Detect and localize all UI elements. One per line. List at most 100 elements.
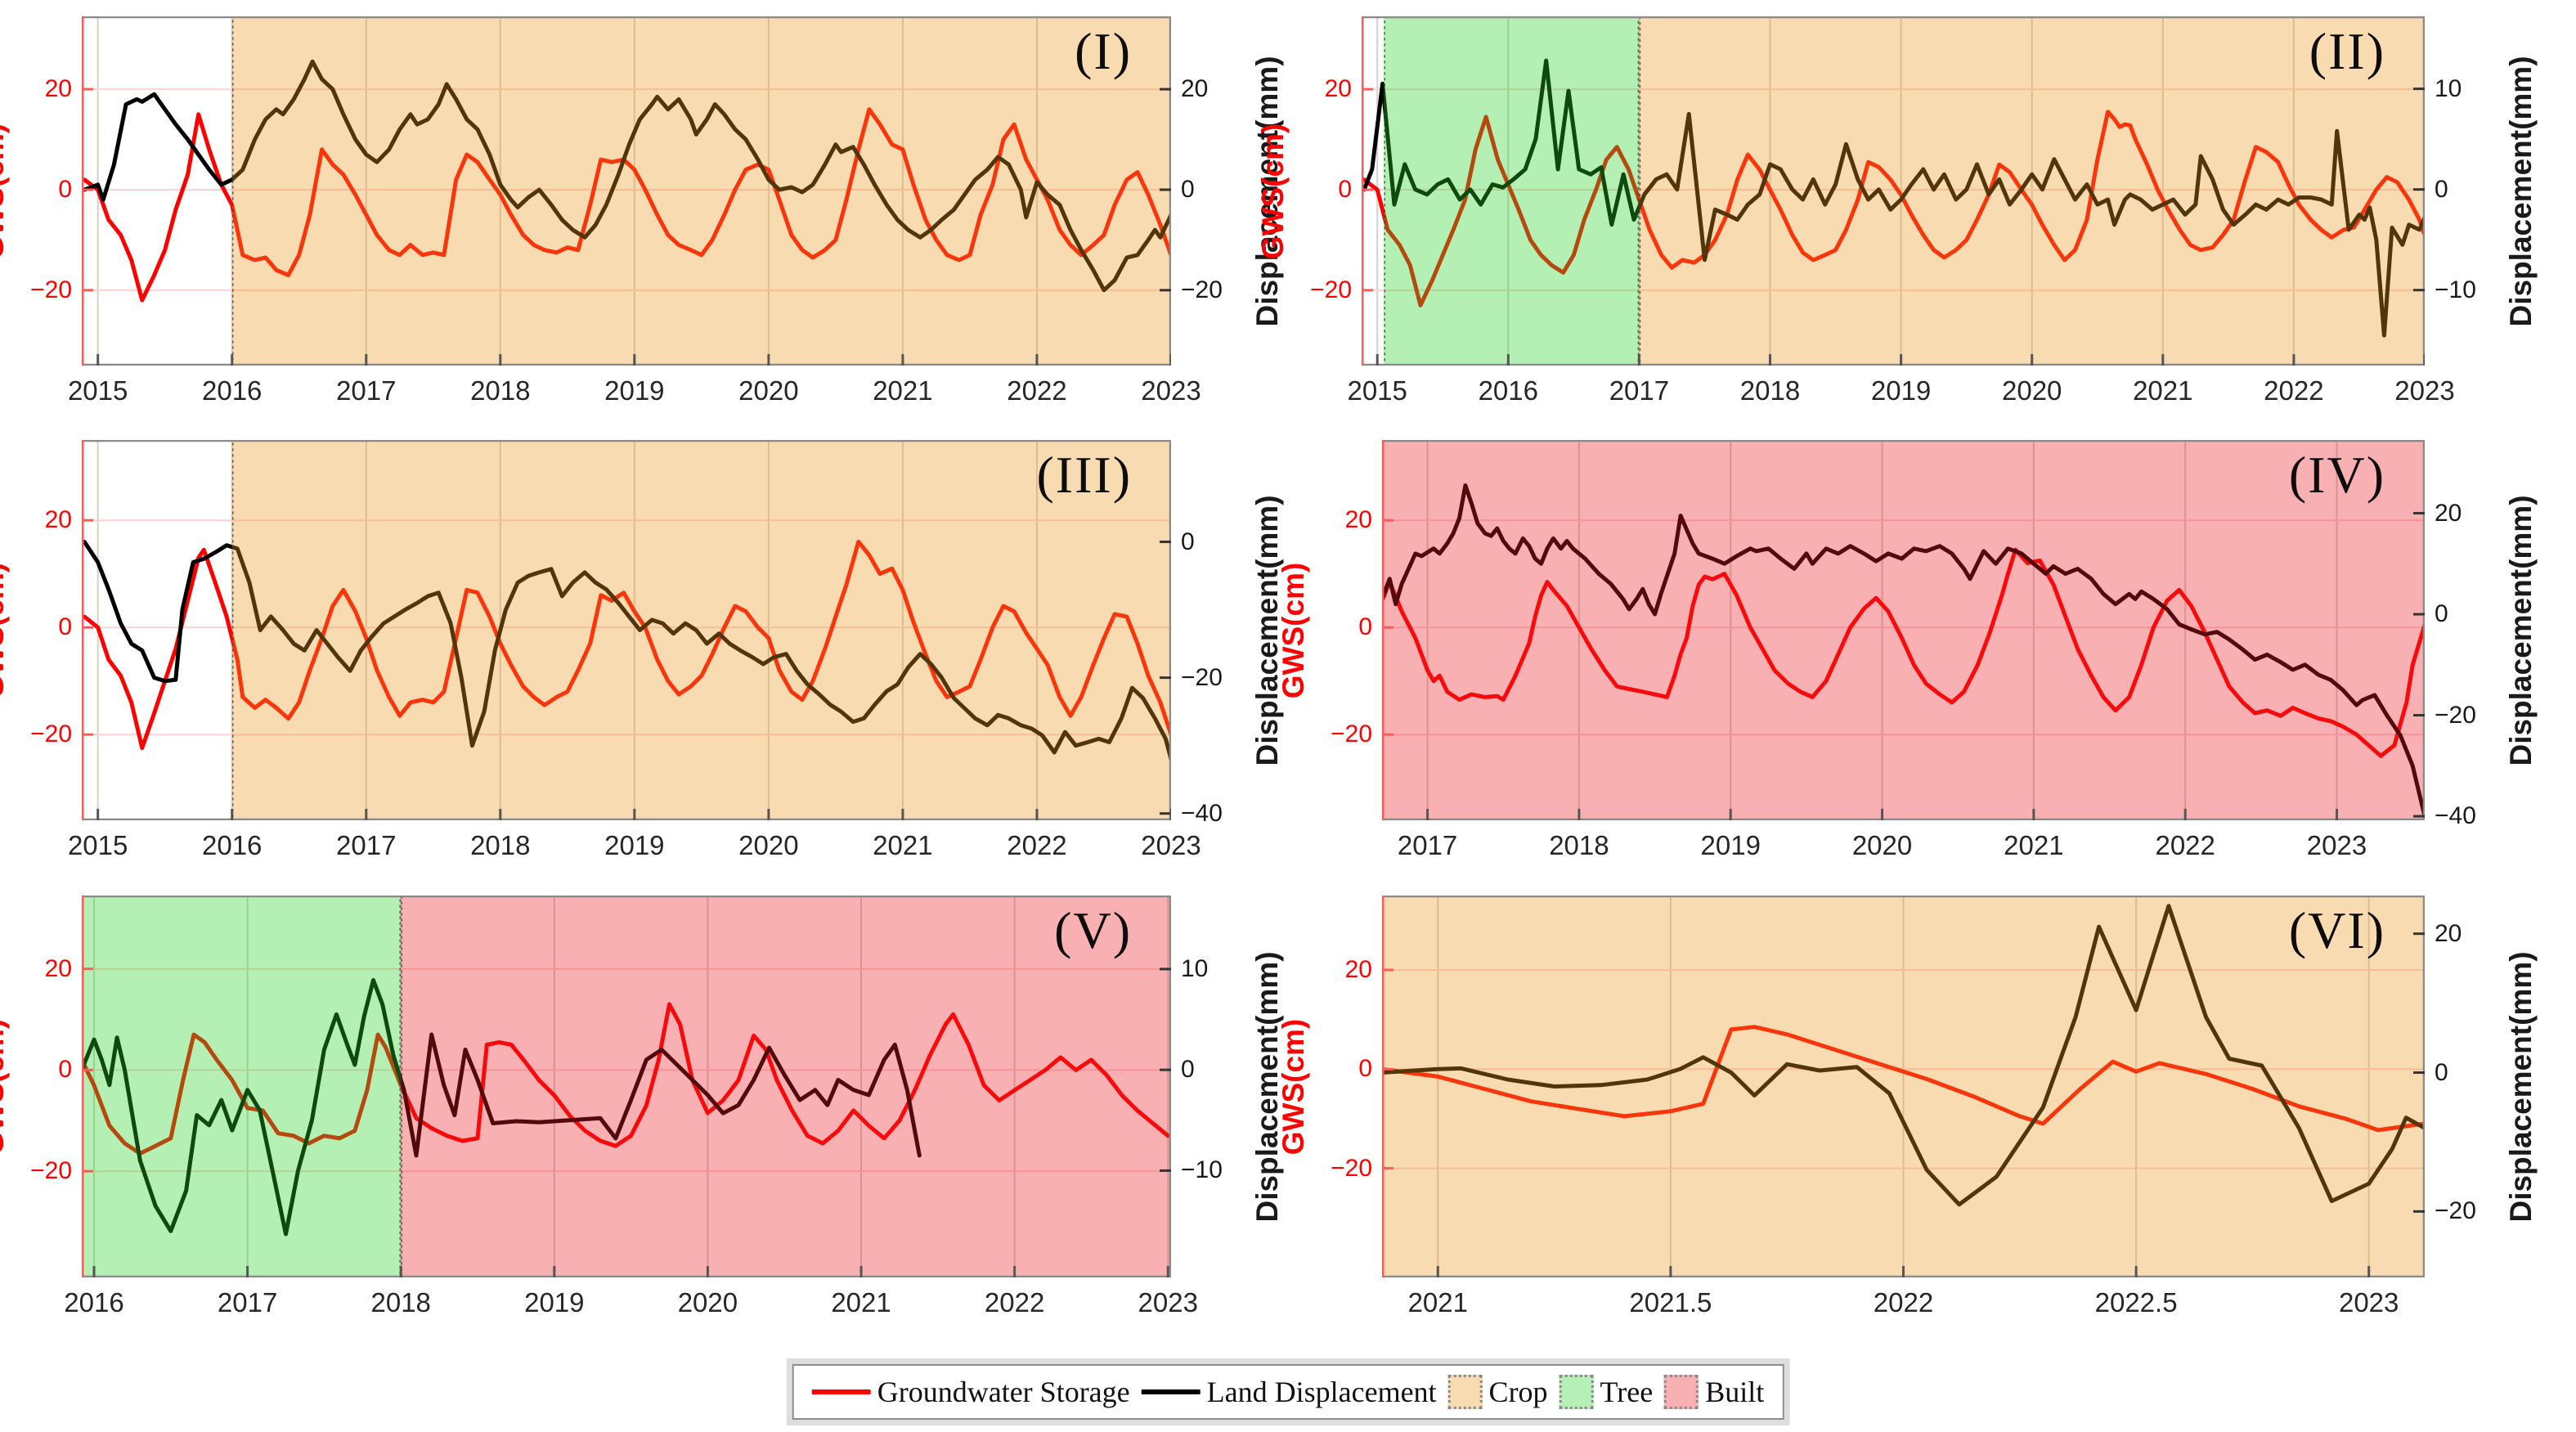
panel-I-x-tick: 2015 bbox=[67, 375, 128, 406]
panel-V-right-tick: −10 bbox=[1181, 1156, 1223, 1184]
panel-VI-x-tick: 2023 bbox=[2338, 1287, 2399, 1318]
panel-III-right-tick: −20 bbox=[1181, 663, 1223, 691]
panel-IV-title: (IV) bbox=[2288, 446, 2385, 504]
panel-V-plot bbox=[82, 896, 1171, 1277]
panel-III-x-tick: 2021 bbox=[873, 830, 933, 860]
legend-label-tree: Tree bbox=[1600, 1376, 1654, 1408]
panel-II-x-tick: 2023 bbox=[2394, 375, 2455, 406]
panel-III-x-tick: 2020 bbox=[738, 830, 799, 860]
panel-IV-x-tick: 2019 bbox=[1700, 830, 1761, 860]
panel-V-x-tick: 2017 bbox=[217, 1287, 278, 1318]
panel-V-x-tick: 2022 bbox=[984, 1287, 1045, 1318]
panel-II-left-tick: 20 bbox=[1324, 75, 1352, 103]
panel-VI-displacement-line bbox=[1382, 904, 2425, 1207]
panel-V-x-tick: 2020 bbox=[677, 1287, 738, 1318]
panel-IV-plot bbox=[1382, 440, 2425, 820]
panel-VI-title: (VI) bbox=[2288, 901, 2385, 959]
panel-II-displacement-line bbox=[1362, 58, 2425, 338]
panel-III-x-tick: 2018 bbox=[470, 830, 531, 860]
panel-VI-gws-axis-label: GWS(cm) bbox=[1277, 1018, 1310, 1155]
panel-I-left-tick: 20 bbox=[44, 75, 72, 103]
panel-VI-left-tick: 20 bbox=[1344, 955, 1372, 983]
panel-IV-left-tick: 20 bbox=[1344, 506, 1372, 534]
panel-III-right-tick: 0 bbox=[1181, 527, 1195, 555]
panel-I-x-tick: 2023 bbox=[1141, 375, 1201, 406]
panel-I-gws-line bbox=[82, 107, 1171, 303]
panel-II-title: (II) bbox=[2309, 22, 2385, 80]
legend-item-groundwater-storage: Groundwater Storage bbox=[811, 1375, 1130, 1409]
panel-III-x-tick: 2017 bbox=[336, 830, 397, 860]
panel-IV-x-tick: 2023 bbox=[2306, 830, 2367, 860]
panel-III-displacement-line bbox=[82, 540, 1171, 761]
panel-V-left-tick: 0 bbox=[58, 1056, 72, 1084]
panel-III-title: (III) bbox=[1036, 446, 1132, 504]
panel-I-x-tick: 2018 bbox=[470, 375, 531, 406]
panel-I-right-tick: 0 bbox=[1181, 175, 1195, 203]
panel-II-x-tick: 2017 bbox=[1609, 375, 1670, 406]
panel-II-left-tick: −20 bbox=[1310, 276, 1352, 303]
panel-III-x-tick: 2022 bbox=[1007, 830, 1067, 860]
panel-VI-x-tick: 2022.5 bbox=[2094, 1287, 2178, 1318]
panel-VI-x-tick: 2021.5 bbox=[1629, 1287, 1712, 1318]
panel-I-x-tick: 2016 bbox=[202, 375, 263, 406]
panel-V-x-tick: 2019 bbox=[524, 1287, 585, 1318]
panel-III-left-tick: −20 bbox=[30, 720, 72, 748]
panel-IV-x-tick: 2020 bbox=[1851, 830, 1913, 860]
panel-VI-left-tick: 0 bbox=[1358, 1055, 1372, 1083]
panel-I-title: (I) bbox=[1075, 22, 1132, 80]
panel-V-right-tick: 10 bbox=[1181, 954, 1209, 982]
panel-II-x-tick: 2021 bbox=[2133, 375, 2193, 406]
panel-III-right-tick: −40 bbox=[1181, 799, 1223, 827]
panel-III-x-tick: 2019 bbox=[604, 830, 665, 860]
panel-IV-left-tick: −20 bbox=[1331, 720, 1372, 748]
panel-V-displacement-line bbox=[82, 978, 922, 1237]
panel-III-left-tick: 20 bbox=[44, 506, 72, 534]
panel-IV-x-tick: 2022 bbox=[2155, 830, 2215, 860]
panel-II-right-tick: 0 bbox=[2435, 175, 2448, 203]
panel-II-x-tick: 2019 bbox=[1870, 375, 1932, 406]
panel-I-plot bbox=[82, 16, 1171, 366]
panel-VI-right-tick: 0 bbox=[2435, 1058, 2448, 1086]
panel-I-right-tick: 20 bbox=[1181, 75, 1209, 103]
legend-label-built: Built bbox=[1705, 1376, 1765, 1408]
panel-V-title: (V) bbox=[1054, 901, 1132, 959]
legend-item-land-displacement: Land Displacement bbox=[1141, 1375, 1437, 1409]
panel-VI-right-tick: 20 bbox=[2435, 919, 2462, 947]
panel-II-x-tick: 2015 bbox=[1347, 375, 1407, 406]
panel-V-left-tick: −20 bbox=[30, 1157, 72, 1185]
panel-I-displacement-line bbox=[82, 59, 1171, 293]
panel-II-left-tick: 0 bbox=[1338, 175, 1352, 203]
panel-I-right-tick: −20 bbox=[1181, 276, 1223, 303]
panel-III-x-tick: 2023 bbox=[1141, 830, 1201, 860]
panel-VI-x-tick: 2022 bbox=[1873, 1287, 1934, 1318]
panel-VI-gws-line bbox=[1382, 1025, 2425, 1133]
panel-IV-x-tick: 2021 bbox=[2004, 830, 2064, 860]
panel-I-x-tick: 2022 bbox=[1007, 375, 1067, 406]
panel-II-gws-line bbox=[1362, 110, 2425, 307]
panel-V-x-tick: 2021 bbox=[831, 1287, 891, 1318]
panel-V-x-tick: 2018 bbox=[370, 1287, 431, 1318]
panel-IV-right-tick: 0 bbox=[2435, 600, 2448, 628]
panel-II-x-tick: 2022 bbox=[2264, 375, 2324, 406]
gws-line-sample-icon bbox=[811, 1389, 871, 1394]
panel-IV-displacement-line bbox=[1382, 483, 2425, 819]
legend: Groundwater Storage Land Displacement Cr… bbox=[792, 1364, 1784, 1420]
panel-V-x-tick: 2016 bbox=[64, 1287, 124, 1318]
panel-II-x-tick: 2020 bbox=[2001, 375, 2062, 406]
panel-II-right-tick: 10 bbox=[2435, 74, 2462, 102]
panel-VI-x-tick: 2021 bbox=[1407, 1287, 1468, 1318]
panel-I-x-tick: 2017 bbox=[336, 375, 397, 406]
panel-IV-right-tick: 20 bbox=[2435, 499, 2462, 527]
legend-label-groundwater-storage: Groundwater Storage bbox=[877, 1376, 1130, 1408]
panel-II-plot bbox=[1362, 16, 2425, 366]
displacement-line-sample-icon bbox=[1141, 1389, 1200, 1394]
legend-label-land-displacement: Land Displacement bbox=[1206, 1376, 1437, 1408]
panel-VI-plot bbox=[1382, 896, 2425, 1277]
legend-item-crop: Crop bbox=[1447, 1375, 1548, 1409]
tree-swatch-icon bbox=[1559, 1375, 1594, 1409]
panel-IV-x-tick: 2017 bbox=[1397, 830, 1458, 860]
panel-V-x-tick: 2023 bbox=[1138, 1287, 1198, 1318]
panel-III-x-tick: 2016 bbox=[202, 830, 263, 860]
panel-IV-x-tick: 2018 bbox=[1549, 830, 1609, 860]
